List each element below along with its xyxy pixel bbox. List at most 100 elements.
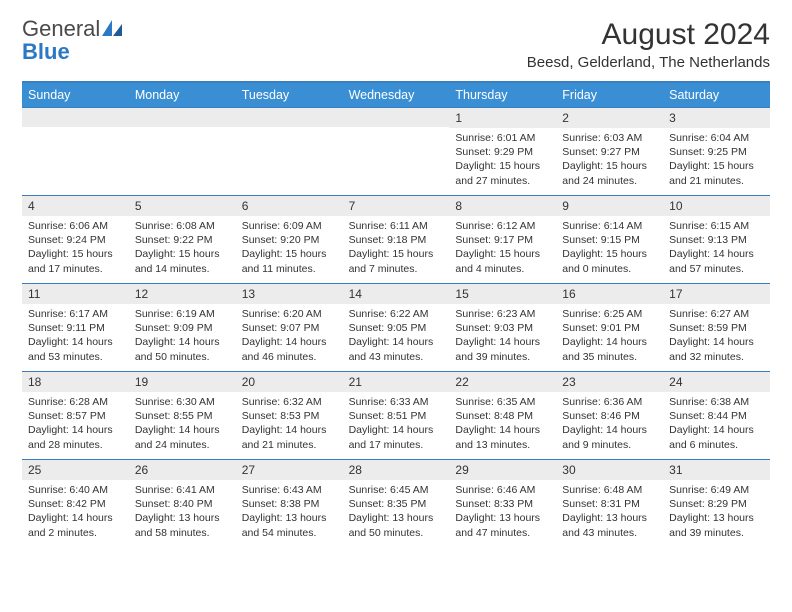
day-cell xyxy=(343,107,450,195)
date-number: 23 xyxy=(556,371,663,392)
day-details: Sunrise: 6:27 AMSunset: 8:59 PMDaylight:… xyxy=(663,304,770,370)
sunset-text: Sunset: 8:59 PM xyxy=(669,321,764,335)
day-cell: 7Sunrise: 6:11 AMSunset: 9:18 PMDaylight… xyxy=(343,195,450,283)
day-cell: 2Sunrise: 6:03 AMSunset: 9:27 PMDaylight… xyxy=(556,107,663,195)
daylight-text: Daylight: 14 hours and 35 minutes. xyxy=(562,335,657,363)
date-number: 2 xyxy=(556,107,663,128)
sunset-text: Sunset: 8:42 PM xyxy=(28,497,123,511)
day-cell: 9Sunrise: 6:14 AMSunset: 9:15 PMDaylight… xyxy=(556,195,663,283)
day-cell: 3Sunrise: 6:04 AMSunset: 9:25 PMDaylight… xyxy=(663,107,770,195)
day-header-tue: Tuesday xyxy=(236,83,343,107)
date-number: 19 xyxy=(129,371,236,392)
date-number xyxy=(236,107,343,127)
sunset-text: Sunset: 8:40 PM xyxy=(135,497,230,511)
date-number: 4 xyxy=(22,195,129,216)
daylight-text: Daylight: 15 hours and 11 minutes. xyxy=(242,247,337,275)
sunset-text: Sunset: 8:55 PM xyxy=(135,409,230,423)
date-number: 14 xyxy=(343,283,450,304)
sunrise-text: Sunrise: 6:06 AM xyxy=(28,219,123,233)
date-number: 22 xyxy=(449,371,556,392)
page-header: General Blue August 2024 Beesd, Gelderla… xyxy=(22,18,770,71)
sunset-text: Sunset: 9:15 PM xyxy=(562,233,657,247)
sunset-text: Sunset: 9:05 PM xyxy=(349,321,444,335)
sunrise-text: Sunrise: 6:15 AM xyxy=(669,219,764,233)
calendar-page: General Blue August 2024 Beesd, Gelderla… xyxy=(0,0,792,565)
sunrise-text: Sunrise: 6:35 AM xyxy=(455,395,550,409)
calendar-grid: Sunday Monday Tuesday Wednesday Thursday… xyxy=(22,81,770,547)
sunset-text: Sunset: 8:35 PM xyxy=(349,497,444,511)
day-header-fri: Friday xyxy=(556,83,663,107)
day-cell: 17Sunrise: 6:27 AMSunset: 8:59 PMDayligh… xyxy=(663,283,770,371)
day-cell: 22Sunrise: 6:35 AMSunset: 8:48 PMDayligh… xyxy=(449,371,556,459)
sunset-text: Sunset: 9:07 PM xyxy=(242,321,337,335)
day-cell: 11Sunrise: 6:17 AMSunset: 9:11 PMDayligh… xyxy=(22,283,129,371)
day-cell: 31Sunrise: 6:49 AMSunset: 8:29 PMDayligh… xyxy=(663,459,770,547)
date-number: 25 xyxy=(22,459,129,480)
sunrise-text: Sunrise: 6:01 AM xyxy=(455,131,550,145)
daylight-text: Daylight: 14 hours and 53 minutes. xyxy=(28,335,123,363)
sunrise-text: Sunrise: 6:19 AM xyxy=(135,307,230,321)
sunset-text: Sunset: 9:25 PM xyxy=(669,145,764,159)
day-details: Sunrise: 6:30 AMSunset: 8:55 PMDaylight:… xyxy=(129,392,236,458)
day-header-wed: Wednesday xyxy=(343,83,450,107)
day-details: Sunrise: 6:19 AMSunset: 9:09 PMDaylight:… xyxy=(129,304,236,370)
sunrise-text: Sunrise: 6:20 AM xyxy=(242,307,337,321)
week-row: 18Sunrise: 6:28 AMSunset: 8:57 PMDayligh… xyxy=(22,371,770,459)
day-details: Sunrise: 6:22 AMSunset: 9:05 PMDaylight:… xyxy=(343,304,450,370)
day-cell: 26Sunrise: 6:41 AMSunset: 8:40 PMDayligh… xyxy=(129,459,236,547)
day-cell: 18Sunrise: 6:28 AMSunset: 8:57 PMDayligh… xyxy=(22,371,129,459)
sunset-text: Sunset: 9:22 PM xyxy=(135,233,230,247)
weeks-container: 1Sunrise: 6:01 AMSunset: 9:29 PMDaylight… xyxy=(22,107,770,547)
date-number xyxy=(22,107,129,127)
date-number: 12 xyxy=(129,283,236,304)
day-cell: 5Sunrise: 6:08 AMSunset: 9:22 PMDaylight… xyxy=(129,195,236,283)
day-header-sat: Saturday xyxy=(663,83,770,107)
day-details: Sunrise: 6:17 AMSunset: 9:11 PMDaylight:… xyxy=(22,304,129,370)
day-details: Sunrise: 6:43 AMSunset: 8:38 PMDaylight:… xyxy=(236,480,343,546)
sunset-text: Sunset: 8:44 PM xyxy=(669,409,764,423)
day-cell xyxy=(236,107,343,195)
sunrise-text: Sunrise: 6:12 AM xyxy=(455,219,550,233)
sunset-text: Sunset: 8:29 PM xyxy=(669,497,764,511)
day-cell: 8Sunrise: 6:12 AMSunset: 9:17 PMDaylight… xyxy=(449,195,556,283)
sunrise-text: Sunrise: 6:45 AM xyxy=(349,483,444,497)
day-details: Sunrise: 6:15 AMSunset: 9:13 PMDaylight:… xyxy=(663,216,770,282)
day-details: Sunrise: 6:11 AMSunset: 9:18 PMDaylight:… xyxy=(343,216,450,282)
sunrise-text: Sunrise: 6:03 AM xyxy=(562,131,657,145)
sunrise-text: Sunrise: 6:22 AM xyxy=(349,307,444,321)
sunrise-text: Sunrise: 6:36 AM xyxy=(562,395,657,409)
day-header-thu: Thursday xyxy=(449,83,556,107)
day-details: Sunrise: 6:01 AMSunset: 9:29 PMDaylight:… xyxy=(449,128,556,194)
daylight-text: Daylight: 14 hours and 57 minutes. xyxy=(669,247,764,275)
day-details: Sunrise: 6:33 AMSunset: 8:51 PMDaylight:… xyxy=(343,392,450,458)
sunrise-text: Sunrise: 6:46 AM xyxy=(455,483,550,497)
date-number: 26 xyxy=(129,459,236,480)
date-number: 28 xyxy=(343,459,450,480)
date-number: 7 xyxy=(343,195,450,216)
sunset-text: Sunset: 8:31 PM xyxy=(562,497,657,511)
day-cell: 16Sunrise: 6:25 AMSunset: 9:01 PMDayligh… xyxy=(556,283,663,371)
sunrise-text: Sunrise: 6:28 AM xyxy=(28,395,123,409)
sunset-text: Sunset: 8:53 PM xyxy=(242,409,337,423)
day-details: Sunrise: 6:45 AMSunset: 8:35 PMDaylight:… xyxy=(343,480,450,546)
date-number: 16 xyxy=(556,283,663,304)
day-cell: 12Sunrise: 6:19 AMSunset: 9:09 PMDayligh… xyxy=(129,283,236,371)
day-details: Sunrise: 6:06 AMSunset: 9:24 PMDaylight:… xyxy=(22,216,129,282)
date-number: 5 xyxy=(129,195,236,216)
day-header-mon: Monday xyxy=(129,83,236,107)
sunrise-text: Sunrise: 6:17 AM xyxy=(28,307,123,321)
sunset-text: Sunset: 9:20 PM xyxy=(242,233,337,247)
week-row: 4Sunrise: 6:06 AMSunset: 9:24 PMDaylight… xyxy=(22,195,770,283)
daylight-text: Daylight: 14 hours and 2 minutes. xyxy=(28,511,123,539)
daylight-text: Daylight: 14 hours and 21 minutes. xyxy=(242,423,337,451)
day-details: Sunrise: 6:35 AMSunset: 8:48 PMDaylight:… xyxy=(449,392,556,458)
sunset-text: Sunset: 8:48 PM xyxy=(455,409,550,423)
day-cell xyxy=(129,107,236,195)
date-number: 20 xyxy=(236,371,343,392)
daylight-text: Daylight: 14 hours and 50 minutes. xyxy=(135,335,230,363)
daylight-text: Daylight: 14 hours and 46 minutes. xyxy=(242,335,337,363)
daylight-text: Daylight: 14 hours and 9 minutes. xyxy=(562,423,657,451)
daylight-text: Daylight: 14 hours and 13 minutes. xyxy=(455,423,550,451)
logo: General Blue xyxy=(22,18,122,64)
sunrise-text: Sunrise: 6:23 AM xyxy=(455,307,550,321)
